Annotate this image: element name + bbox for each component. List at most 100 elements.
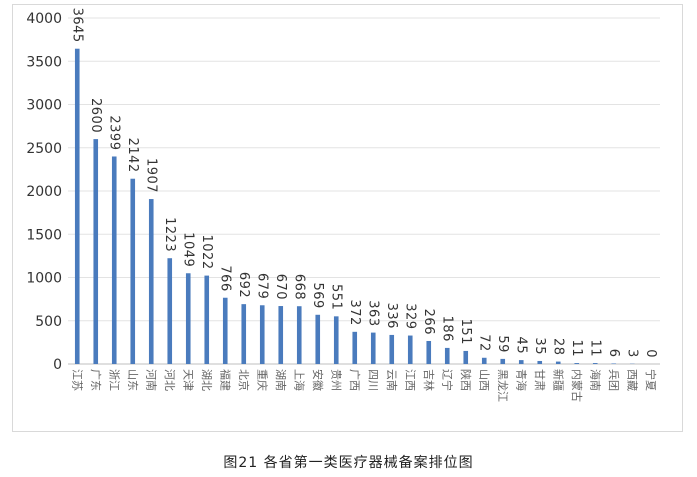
- data-label: 11: [569, 340, 584, 358]
- bar: [204, 275, 210, 364]
- bar: [555, 361, 561, 364]
- data-label: 186: [439, 316, 454, 342]
- bar: [426, 340, 432, 364]
- bar: [592, 363, 598, 364]
- data-label: 336: [384, 303, 399, 329]
- bar: [222, 297, 228, 364]
- y-tick-label: 1500: [26, 227, 62, 243]
- data-label: 679: [254, 273, 269, 299]
- x-tick-label: 贵州: [329, 369, 342, 391]
- data-label: 569: [310, 282, 325, 308]
- y-tick-label: 3000: [26, 98, 62, 114]
- x-tick-label: 西藏: [625, 369, 638, 391]
- data-label: 670: [273, 274, 288, 300]
- data-label: 72: [476, 334, 491, 352]
- bar: [537, 360, 543, 364]
- data-label: 6: [606, 349, 621, 358]
- data-label: 551: [328, 284, 343, 310]
- x-tick-label: 河北: [163, 369, 176, 391]
- x-tick-label: 河南: [144, 369, 157, 391]
- x-tick-label: 云南: [385, 369, 398, 391]
- x-tick-label: 北京: [237, 369, 251, 391]
- data-label: 1049: [180, 232, 195, 267]
- data-label: 668: [291, 274, 306, 300]
- x-tick-label: 山东: [126, 369, 139, 391]
- figure-caption: 图21 各省第一类医疗器械备案排位图: [223, 455, 474, 471]
- bar: [111, 156, 117, 364]
- bar: [518, 360, 524, 364]
- bar: [611, 363, 617, 364]
- bar: [296, 306, 302, 364]
- bar: [241, 304, 247, 364]
- bar: [93, 139, 99, 364]
- data-label: 28: [550, 338, 565, 356]
- data-label: 45: [513, 337, 528, 355]
- x-tick-label: 宁夏: [644, 369, 658, 391]
- bar: [481, 357, 487, 364]
- data-label: 2142: [125, 138, 140, 173]
- y-tick-label: 500: [35, 314, 62, 330]
- x-tick-label: 浙江: [107, 369, 120, 391]
- x-tick-label: 黑龙江: [496, 369, 509, 402]
- bar: [278, 306, 284, 364]
- x-tick-label: 重庆: [255, 369, 269, 391]
- x-tick-label: 天津: [181, 369, 194, 391]
- x-tick-label: 青海: [514, 369, 528, 391]
- bar: [389, 334, 395, 364]
- x-tick-label: 海南: [588, 369, 602, 391]
- x-tick-label: 甘肃: [533, 369, 546, 391]
- bar: [500, 358, 506, 364]
- x-tick-label: 辽宁: [440, 369, 454, 391]
- x-tick-label: 四川: [366, 369, 379, 391]
- x-tick-label: 湖南: [274, 369, 287, 391]
- data-label: 1907: [143, 158, 158, 193]
- x-tick-label: 福建: [218, 369, 232, 391]
- bar: [148, 199, 154, 364]
- x-tick-label: 江西: [403, 369, 416, 391]
- x-tick-label: 陕西: [459, 369, 473, 391]
- bar: [167, 258, 173, 364]
- x-tick-label: 上海: [292, 369, 306, 391]
- bar: [185, 273, 191, 364]
- data-label: 363: [365, 300, 380, 326]
- data-label: 1022: [199, 235, 214, 270]
- data-label: 266: [421, 309, 436, 335]
- x-tick-label: 山西: [477, 369, 490, 391]
- y-tick-label: 4000: [26, 11, 62, 27]
- bar: [315, 314, 321, 364]
- bar: [352, 331, 358, 364]
- bar: [463, 350, 469, 364]
- data-label: 329: [402, 303, 417, 329]
- data-label: 3: [624, 349, 639, 358]
- y-tick-label: 2500: [26, 141, 62, 157]
- data-label: 766: [217, 265, 232, 291]
- bar: [259, 305, 265, 364]
- x-tick-label: 广西: [348, 369, 361, 391]
- data-label: 2600: [88, 98, 103, 133]
- bar: [444, 347, 450, 364]
- x-tick-label: 新疆: [551, 369, 565, 391]
- data-label: 151: [458, 319, 473, 345]
- data-label: 692: [236, 272, 251, 298]
- y-tick-label: 1000: [26, 271, 62, 287]
- y-tick-label: 0: [53, 357, 62, 373]
- bar: [333, 316, 339, 364]
- bar: [574, 363, 580, 364]
- data-label: 1223: [162, 217, 177, 252]
- data-label: 2399: [106, 115, 121, 150]
- data-label: 3645: [69, 8, 84, 43]
- data-label: 59: [495, 335, 510, 353]
- bar: [370, 332, 376, 364]
- x-tick-label: 吉林: [422, 369, 436, 391]
- x-tick-label: 江苏: [70, 369, 83, 391]
- bar: [407, 335, 413, 364]
- data-label: 0: [643, 349, 658, 358]
- bar: [74, 48, 80, 365]
- y-tick-label: 2000: [26, 184, 62, 200]
- x-tick-label: 湖北: [200, 369, 213, 391]
- data-label: 11: [587, 340, 602, 358]
- data-label: 372: [347, 299, 362, 325]
- x-tick-label: 安徽: [311, 369, 325, 391]
- chart-frame: [12, 4, 683, 432]
